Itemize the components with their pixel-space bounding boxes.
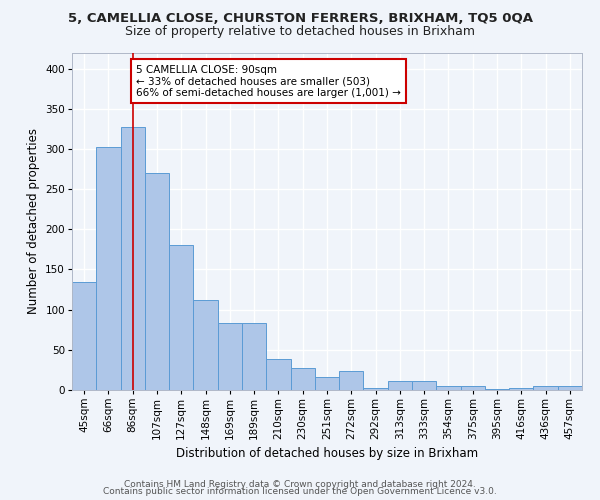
- Text: 5 CAMELLIA CLOSE: 90sqm
← 33% of detached houses are smaller (503)
66% of semi-d: 5 CAMELLIA CLOSE: 90sqm ← 33% of detache…: [136, 64, 401, 98]
- Bar: [509, 388, 533, 390]
- Bar: [218, 322, 242, 390]
- Y-axis label: Number of detached properties: Number of detached properties: [27, 128, 40, 314]
- Bar: [72, 282, 96, 390]
- Bar: [412, 381, 436, 390]
- Bar: [266, 360, 290, 390]
- Text: Contains HM Land Registry data © Crown copyright and database right 2024.: Contains HM Land Registry data © Crown c…: [124, 480, 476, 489]
- Bar: [461, 386, 485, 390]
- Bar: [388, 381, 412, 390]
- Bar: [485, 389, 509, 390]
- Text: 5, CAMELLIA CLOSE, CHURSTON FERRERS, BRIXHAM, TQ5 0QA: 5, CAMELLIA CLOSE, CHURSTON FERRERS, BRI…: [67, 12, 533, 26]
- Bar: [193, 300, 218, 390]
- Bar: [533, 386, 558, 390]
- Bar: [558, 386, 582, 390]
- Bar: [121, 127, 145, 390]
- Text: Size of property relative to detached houses in Brixham: Size of property relative to detached ho…: [125, 25, 475, 38]
- Bar: [169, 244, 193, 390]
- Text: Contains public sector information licensed under the Open Government Licence v3: Contains public sector information licen…: [103, 488, 497, 496]
- Bar: [290, 368, 315, 390]
- Bar: [339, 370, 364, 390]
- Bar: [145, 173, 169, 390]
- Bar: [96, 146, 121, 390]
- Bar: [315, 377, 339, 390]
- Bar: [436, 386, 461, 390]
- Bar: [364, 388, 388, 390]
- Bar: [242, 322, 266, 390]
- X-axis label: Distribution of detached houses by size in Brixham: Distribution of detached houses by size …: [176, 448, 478, 460]
